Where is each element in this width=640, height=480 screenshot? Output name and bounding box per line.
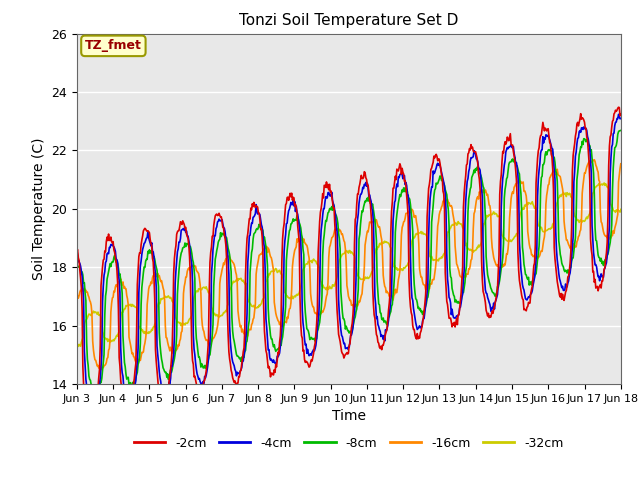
-8cm: [91, 390, 99, 396]
-4cm: [88, 405, 96, 411]
-4cm: [431, 167, 439, 173]
-4cm: [83, 383, 90, 388]
-4cm: [140, 244, 147, 250]
-16cm: [591, 157, 598, 163]
-8cm: [416, 307, 424, 313]
-2cm: [614, 104, 622, 110]
-32cm: [223, 309, 230, 314]
-16cm: [223, 254, 231, 260]
Line: -2cm: -2cm: [77, 107, 621, 418]
-8cm: [617, 128, 625, 133]
-32cm: [139, 327, 147, 333]
-8cm: [223, 240, 231, 246]
-16cm: [617, 161, 625, 167]
-2cm: [83, 401, 90, 407]
-32cm: [431, 257, 438, 263]
-32cm: [194, 289, 202, 295]
-16cm: [98, 367, 106, 372]
-4cm: [195, 376, 202, 382]
-8cm: [431, 186, 439, 192]
-8cm: [73, 265, 81, 271]
-2cm: [416, 335, 424, 341]
-16cm: [83, 289, 90, 295]
-4cm: [617, 116, 625, 121]
-16cm: [73, 300, 81, 305]
-2cm: [88, 415, 96, 421]
Line: -16cm: -16cm: [77, 160, 621, 370]
-4cm: [416, 323, 424, 329]
-16cm: [195, 271, 202, 276]
-32cm: [617, 206, 625, 212]
-2cm: [195, 390, 202, 396]
-8cm: [83, 339, 90, 345]
Text: TZ_fmet: TZ_fmet: [85, 39, 142, 52]
-32cm: [600, 180, 608, 186]
Title: Tonzi Soil Temperature Set D: Tonzi Soil Temperature Set D: [239, 13, 458, 28]
Line: -32cm: -32cm: [77, 183, 621, 348]
-2cm: [73, 249, 81, 254]
Line: -4cm: -4cm: [77, 114, 621, 408]
-32cm: [83, 316, 90, 322]
-4cm: [223, 247, 231, 253]
X-axis label: Time: Time: [332, 409, 366, 423]
-16cm: [140, 349, 147, 355]
-8cm: [140, 270, 147, 276]
-16cm: [431, 265, 439, 271]
-8cm: [195, 354, 202, 360]
-4cm: [73, 247, 81, 253]
-2cm: [140, 228, 147, 234]
-32cm: [415, 230, 422, 236]
Y-axis label: Soil Temperature (C): Soil Temperature (C): [31, 138, 45, 280]
Line: -8cm: -8cm: [77, 131, 621, 393]
Legend: -2cm, -4cm, -8cm, -16cm, -32cm: -2cm, -4cm, -8cm, -16cm, -32cm: [129, 432, 568, 455]
-2cm: [617, 112, 625, 118]
-2cm: [431, 153, 439, 158]
-32cm: [73, 345, 81, 351]
-2cm: [223, 308, 231, 314]
-4cm: [614, 111, 622, 117]
-16cm: [416, 265, 424, 271]
